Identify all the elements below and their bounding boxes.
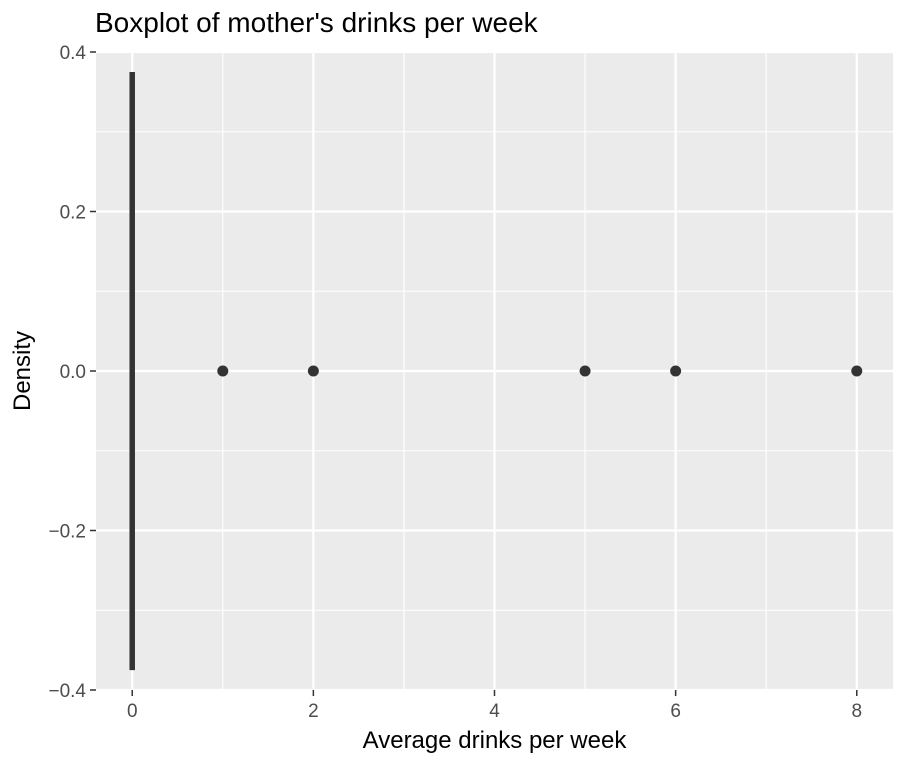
x-axis-title: Average drinks per week (363, 727, 628, 754)
x-tick-label: 8 (851, 701, 862, 722)
chart-title: Boxplot of mother's drinks per week (95, 7, 539, 38)
y-tick-label: 0.4 (60, 43, 87, 64)
outlier-point (579, 365, 591, 377)
y-axis: −0.4 −0.2 0.0 0.2 0.4 (48, 43, 96, 702)
y-tick-label: −0.4 (48, 681, 86, 702)
outlier-point (307, 365, 319, 377)
x-tick-label: 0 (127, 701, 138, 722)
x-tick-label: 4 (489, 701, 500, 722)
y-tick-label: 0.2 (60, 203, 86, 224)
y-axis-title: Density (9, 331, 36, 411)
outlier-point (217, 365, 229, 377)
outlier-point (851, 365, 863, 377)
outlier-point (670, 365, 682, 377)
x-axis: 0 2 4 6 8 (127, 690, 862, 722)
x-tick-label: 2 (308, 701, 319, 722)
x-tick-label: 6 (670, 701, 681, 722)
y-tick-label: 0.0 (60, 362, 86, 383)
outlier-layer (217, 365, 863, 377)
y-tick-label: −0.2 (48, 522, 86, 543)
